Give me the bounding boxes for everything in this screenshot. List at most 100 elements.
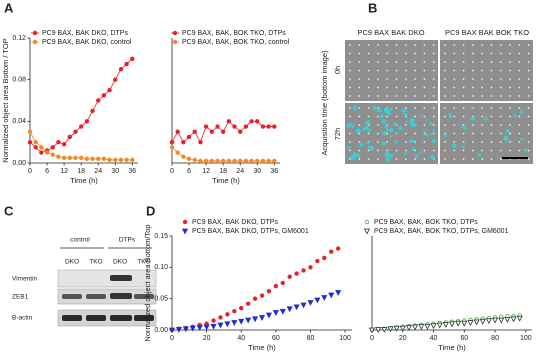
x-axis-label: Time (h) [248, 343, 276, 352]
pore [395, 44, 398, 46]
pore [444, 132, 446, 135]
data-point [124, 61, 129, 67]
blot-band [134, 294, 154, 299]
data-point [50, 152, 55, 157]
x-tick-label: 100 [520, 335, 532, 342]
legend-label: PC9 BAX, BAK DKO, control [42, 39, 132, 46]
pore [386, 78, 389, 80]
lane-label: TKO [89, 259, 102, 266]
pore [518, 69, 521, 72]
cell-signal [448, 113, 453, 117]
pore [377, 141, 379, 143]
pore [490, 107, 493, 109]
pore [453, 124, 456, 126]
pore [462, 95, 465, 97]
pore [518, 115, 521, 118]
pore [423, 95, 426, 97]
pore [358, 78, 361, 80]
x-tick-label: 0 [170, 335, 174, 342]
cell-signal [389, 135, 392, 139]
group-label: control [70, 237, 90, 244]
micro-image [345, 103, 438, 164]
data-point [67, 134, 72, 140]
pore [404, 95, 407, 97]
pore [358, 95, 361, 97]
pore [472, 52, 474, 55]
pore [462, 61, 465, 63]
pore [349, 149, 351, 152]
legend-marker [364, 219, 370, 225]
pore [377, 44, 379, 46]
cell-signal [513, 114, 517, 118]
cell-signal [414, 154, 419, 159]
x-tick-label: 40 [237, 335, 245, 342]
pore [377, 124, 379, 126]
data-point [266, 288, 272, 294]
data-point [107, 87, 112, 93]
pore [423, 69, 426, 72]
cell-signal [461, 126, 464, 129]
pore [499, 86, 502, 89]
blot-band [110, 275, 132, 281]
pore [527, 149, 530, 152]
x-tick-label: 0 [170, 168, 174, 175]
pore [377, 52, 379, 55]
pore [404, 52, 407, 55]
pore [481, 149, 484, 152]
pore [349, 107, 351, 109]
cell-signal [425, 133, 429, 137]
pore [490, 78, 493, 80]
pore [377, 149, 379, 152]
data-point [175, 327, 182, 333]
cell-signal [409, 122, 415, 127]
y-tick-label: 0.00 [154, 327, 168, 334]
pore [444, 107, 446, 109]
pore [527, 124, 530, 126]
cell-signal [398, 125, 403, 131]
x-tick-label: 40 [430, 335, 438, 342]
legend-marker [182, 219, 188, 225]
data-point [218, 315, 223, 320]
y-axis-label: Normalized object area Bottom / TOP [1, 38, 10, 162]
data-point [78, 155, 84, 160]
pore [423, 158, 426, 160]
pore [432, 61, 435, 63]
data-point [33, 139, 38, 145]
pore [481, 124, 484, 126]
cell-signal [353, 108, 357, 112]
data-point [436, 322, 443, 329]
pore [367, 78, 370, 80]
cell-signal [367, 145, 370, 149]
cell-signal [470, 106, 473, 109]
pore [462, 124, 465, 126]
pore [386, 61, 389, 63]
y-tick-label: 0.12 [12, 35, 26, 42]
pore [423, 107, 426, 109]
data-point [209, 158, 214, 164]
data-point [130, 157, 135, 163]
pore [423, 86, 426, 89]
data-point [461, 320, 468, 327]
pore [453, 107, 456, 109]
pore [404, 69, 407, 72]
y-tick-label: 0.15 [154, 233, 168, 240]
cell-signal [358, 114, 361, 117]
pore [499, 158, 502, 160]
data-point [405, 325, 412, 331]
pore [349, 69, 351, 72]
x-tick-label: 20 [203, 335, 211, 342]
pore [414, 107, 416, 109]
pore [527, 95, 530, 97]
cell-signal [394, 122, 397, 126]
cell-signal [367, 141, 370, 145]
data-point [239, 305, 244, 311]
x-tick-label: 30 [111, 168, 119, 175]
pore [490, 69, 493, 72]
data-point [260, 124, 266, 129]
blot-band [62, 294, 82, 299]
data-point [192, 157, 197, 163]
data-point [232, 124, 237, 129]
pore [395, 149, 398, 152]
cell-signal [385, 128, 389, 132]
cell-signal [411, 139, 415, 144]
